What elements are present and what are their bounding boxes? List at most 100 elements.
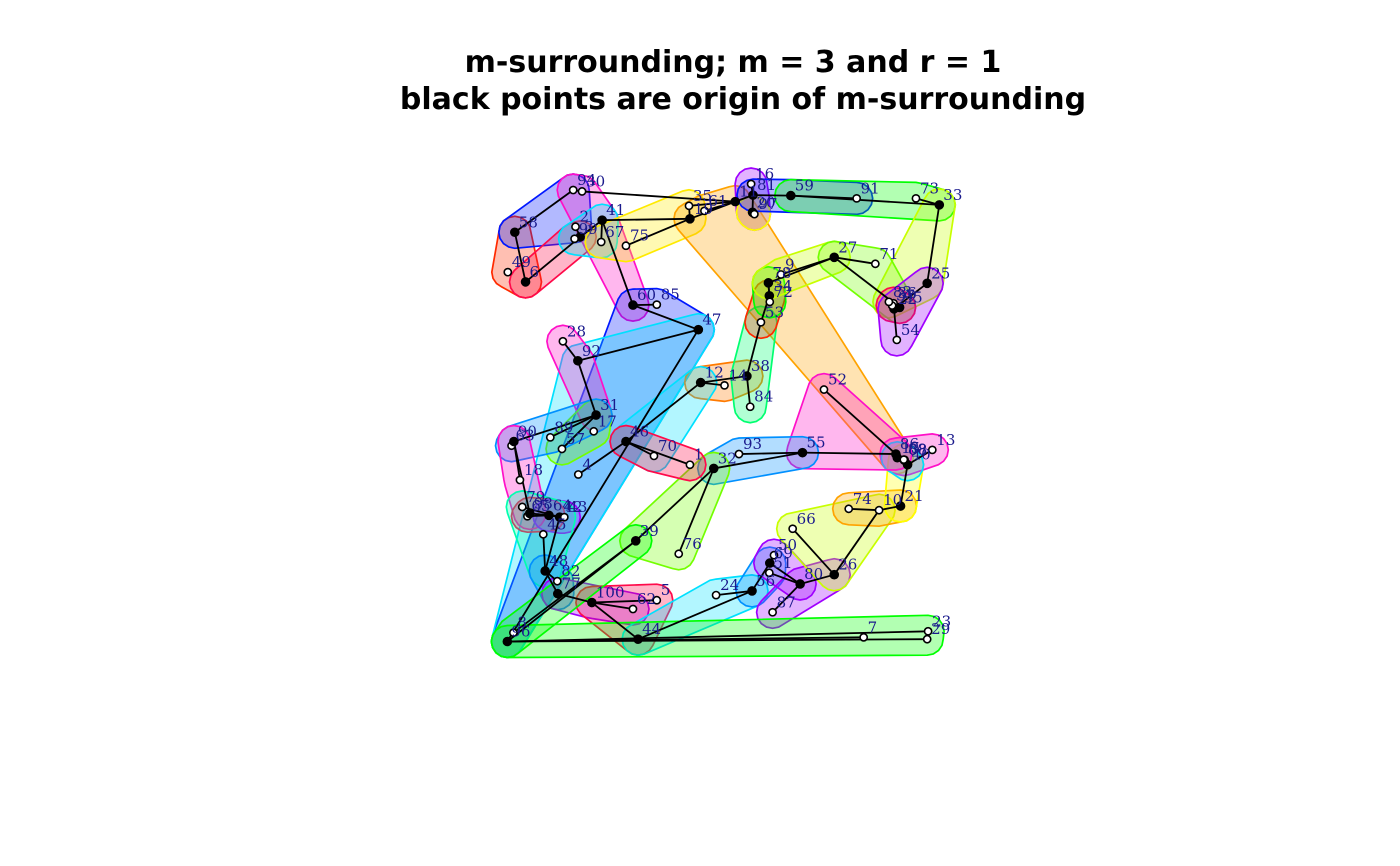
point-label-12: 12	[705, 364, 724, 382]
edge-11-61	[704, 200, 736, 212]
point-label-91: 91	[861, 179, 880, 197]
edge-40-13	[907, 449, 933, 466]
point-label-67: 67	[605, 223, 624, 241]
point-61	[700, 206, 709, 216]
surrounding-region-42	[730, 305, 778, 424]
point-label-25: 25	[931, 264, 950, 282]
point-label-71: 71	[879, 245, 898, 263]
data-points	[502, 179, 945, 647]
point-72	[765, 297, 775, 307]
point-label-45: 45	[547, 515, 566, 533]
edge-31-90	[513, 414, 597, 443]
edge-60-47	[632, 304, 699, 331]
origin-point-25	[922, 278, 932, 289]
edge-42-48	[544, 516, 561, 572]
point-53	[756, 317, 766, 327]
point-91	[852, 193, 862, 203]
surrounding-region-6	[584, 188, 707, 263]
point-label-33: 33	[943, 186, 962, 204]
point-label-39: 39	[640, 522, 659, 540]
edge-44-56	[637, 590, 753, 641]
edge-19-75	[625, 217, 691, 247]
edge-12-38	[700, 375, 748, 384]
point-45	[538, 529, 548, 539]
edge-58-94	[514, 189, 574, 233]
edge-58-6	[513, 232, 527, 283]
point-84	[745, 402, 755, 412]
point-label-66: 66	[797, 510, 816, 528]
point-93	[734, 449, 744, 459]
point-label-60: 60	[637, 286, 656, 304]
edge-41-19	[602, 217, 690, 222]
edge-38-84	[746, 376, 752, 407]
point-88	[899, 455, 909, 465]
surrounding-region-12	[872, 188, 957, 319]
point-label-49: 49	[512, 253, 531, 271]
point-label-27: 27	[838, 238, 857, 256]
origin-point-33	[934, 200, 945, 210]
edge-25-33	[926, 204, 941, 284]
origin-point-39	[630, 536, 641, 546]
point-label-83: 83	[893, 283, 912, 301]
origin-point-38	[742, 371, 752, 381]
point-label-75: 75	[630, 227, 649, 245]
point-label-68: 68	[908, 441, 927, 459]
point-label-98: 98	[534, 494, 553, 512]
edge-96-23	[507, 630, 929, 643]
point-label-56: 56	[756, 572, 775, 590]
point-4	[573, 470, 583, 479]
point-74	[844, 504, 854, 514]
point-51	[764, 568, 774, 578]
point-label-46: 46	[630, 423, 649, 441]
edge-46-4	[577, 440, 627, 476]
point-label-29: 29	[931, 620, 950, 638]
edge-55-32	[713, 451, 803, 470]
edge-48-45	[542, 534, 547, 572]
point-label-2: 2	[580, 208, 590, 226]
point-label-94: 94	[577, 171, 596, 189]
edge-80-51	[769, 571, 801, 585]
point-label-51: 51	[773, 554, 792, 572]
point-label-100: 100	[596, 584, 625, 602]
point-label-74: 74	[853, 490, 872, 508]
point-label-97: 97	[758, 195, 777, 213]
point-16	[746, 179, 756, 189]
point-label-20: 20	[757, 193, 776, 211]
edge-11-30	[581, 190, 736, 203]
edge-100-44	[591, 601, 639, 640]
edge-46-70	[625, 440, 655, 457]
point-label-28: 28	[567, 322, 586, 340]
origin-point-55	[797, 447, 808, 458]
edge-32-39	[635, 467, 715, 542]
origin-point-19	[685, 214, 695, 224]
point-label-38: 38	[751, 357, 770, 375]
point-label-52: 52	[828, 371, 847, 389]
point-label-1: 1	[694, 446, 704, 464]
origin-point-6	[520, 277, 531, 287]
edge-31-89	[549, 414, 597, 439]
point-label-4: 4	[582, 455, 592, 473]
edge-11-35	[688, 200, 736, 207]
edge-69-80	[769, 562, 801, 585]
point-18	[515, 475, 525, 485]
point-label-10: 10	[883, 491, 902, 509]
point-9	[776, 270, 786, 279]
point-89	[545, 432, 555, 442]
origin-point-92	[573, 355, 583, 366]
point-29	[922, 634, 932, 644]
origin-point-100	[587, 597, 597, 608]
origin-point-12	[695, 377, 706, 388]
edge-26-10	[833, 509, 880, 576]
point-label-42: 42	[564, 498, 583, 516]
origin-point-32	[708, 463, 719, 474]
edge-46-1	[625, 440, 691, 466]
point-label-79: 79	[526, 488, 545, 506]
point-label-7: 7	[868, 618, 878, 636]
point-label-62: 62	[637, 590, 656, 608]
point-label-73: 73	[920, 179, 939, 197]
point-1	[685, 460, 695, 470]
origin-point-44	[633, 634, 643, 644]
point-label-23: 23	[932, 612, 951, 630]
point-label-89: 89	[554, 418, 573, 436]
